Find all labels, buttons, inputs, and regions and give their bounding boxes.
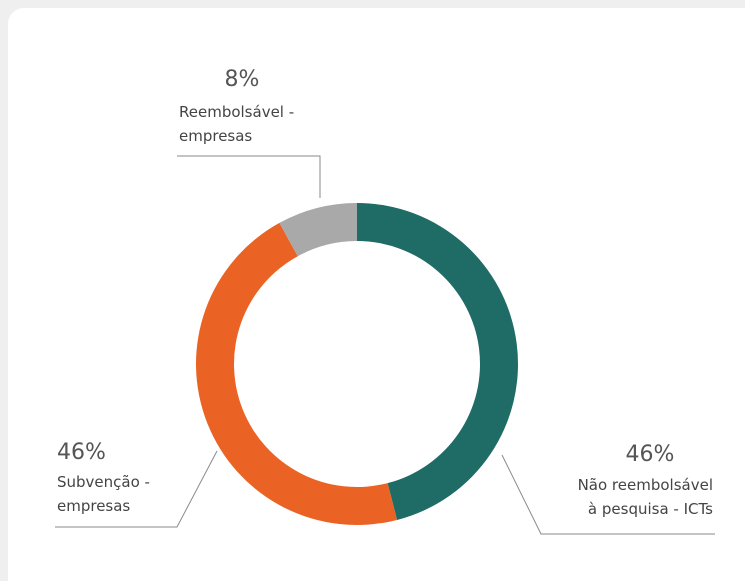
slice-label-subvencao-line1: Subvenção - (57, 473, 150, 491)
slice-label-nao-reembolsavel-line2: à pesquisa - ICTs (588, 500, 713, 518)
slice-label-reembolsavel-line2: empresas (179, 127, 252, 145)
slice-label-nao-reembolsavel-line1: Não reembolsável (578, 476, 713, 494)
slice-pct-nao-reembolsavel: 46% (626, 442, 675, 467)
leader-line-reembolsavel (177, 155, 321, 198)
leader-line-subvencao (55, 450, 218, 528)
slice-nao-reembolsavel (357, 203, 519, 520)
slice-pct-subvencao: 46% (57, 440, 106, 465)
slice-subvencao (196, 222, 398, 526)
slice-pct-reembolsavel: 8% (225, 67, 260, 92)
leader-line-nao-reembolsavel (501, 454, 715, 535)
slice-reembolsavel (279, 203, 357, 257)
slice-label-reembolsavel-line1: Reembolsável - (179, 103, 294, 121)
slice-label-subvencao-line2: empresas (57, 497, 130, 515)
